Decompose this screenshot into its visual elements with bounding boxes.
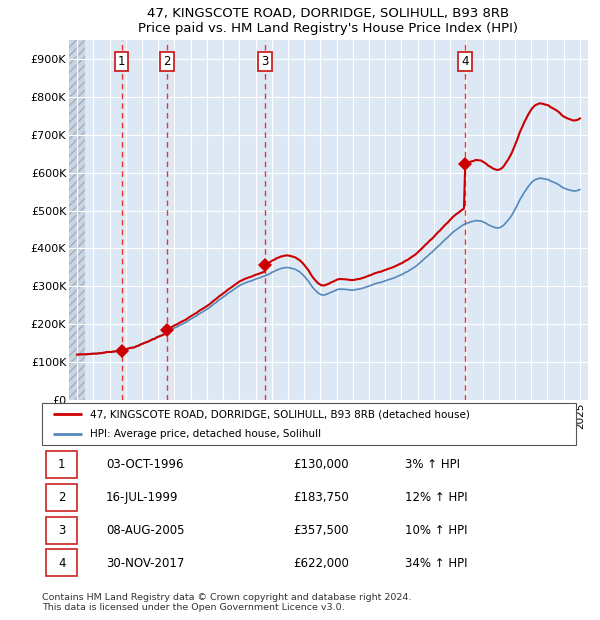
Text: 1: 1 [58, 458, 65, 471]
Text: 2: 2 [58, 491, 65, 504]
Text: 12% ↑ HPI: 12% ↑ HPI [405, 491, 468, 504]
Text: £183,750: £183,750 [293, 491, 349, 504]
Text: 16-JUL-1999: 16-JUL-1999 [106, 491, 179, 504]
Text: 10% ↑ HPI: 10% ↑ HPI [405, 524, 467, 537]
Text: 3: 3 [262, 55, 269, 68]
Text: 34% ↑ HPI: 34% ↑ HPI [405, 557, 467, 570]
Text: 30-NOV-2017: 30-NOV-2017 [106, 557, 184, 570]
Text: 2: 2 [163, 55, 171, 68]
Text: 47, KINGSCOTE ROAD, DORRIDGE, SOLIHULL, B93 8RB (detached house): 47, KINGSCOTE ROAD, DORRIDGE, SOLIHULL, … [90, 409, 470, 419]
Text: 08-AUG-2005: 08-AUG-2005 [106, 524, 185, 537]
FancyBboxPatch shape [46, 549, 77, 577]
FancyBboxPatch shape [46, 516, 77, 544]
FancyBboxPatch shape [46, 484, 77, 511]
Text: 3% ↑ HPI: 3% ↑ HPI [405, 458, 460, 471]
FancyBboxPatch shape [46, 451, 77, 478]
Text: 4: 4 [461, 55, 469, 68]
Text: 1: 1 [118, 55, 125, 68]
Title: 47, KINGSCOTE ROAD, DORRIDGE, SOLIHULL, B93 8RB
Price paid vs. HM Land Registry': 47, KINGSCOTE ROAD, DORRIDGE, SOLIHULL, … [139, 7, 518, 35]
Text: £622,000: £622,000 [293, 557, 349, 570]
Text: HPI: Average price, detached house, Solihull: HPI: Average price, detached house, Soli… [90, 429, 321, 439]
Text: Contains HM Land Registry data © Crown copyright and database right 2024.
This d: Contains HM Land Registry data © Crown c… [42, 593, 412, 612]
Text: £357,500: £357,500 [293, 524, 349, 537]
Text: 03-OCT-1996: 03-OCT-1996 [106, 458, 184, 471]
Text: 3: 3 [58, 524, 65, 537]
Text: 4: 4 [58, 557, 65, 570]
Text: £130,000: £130,000 [293, 458, 349, 471]
